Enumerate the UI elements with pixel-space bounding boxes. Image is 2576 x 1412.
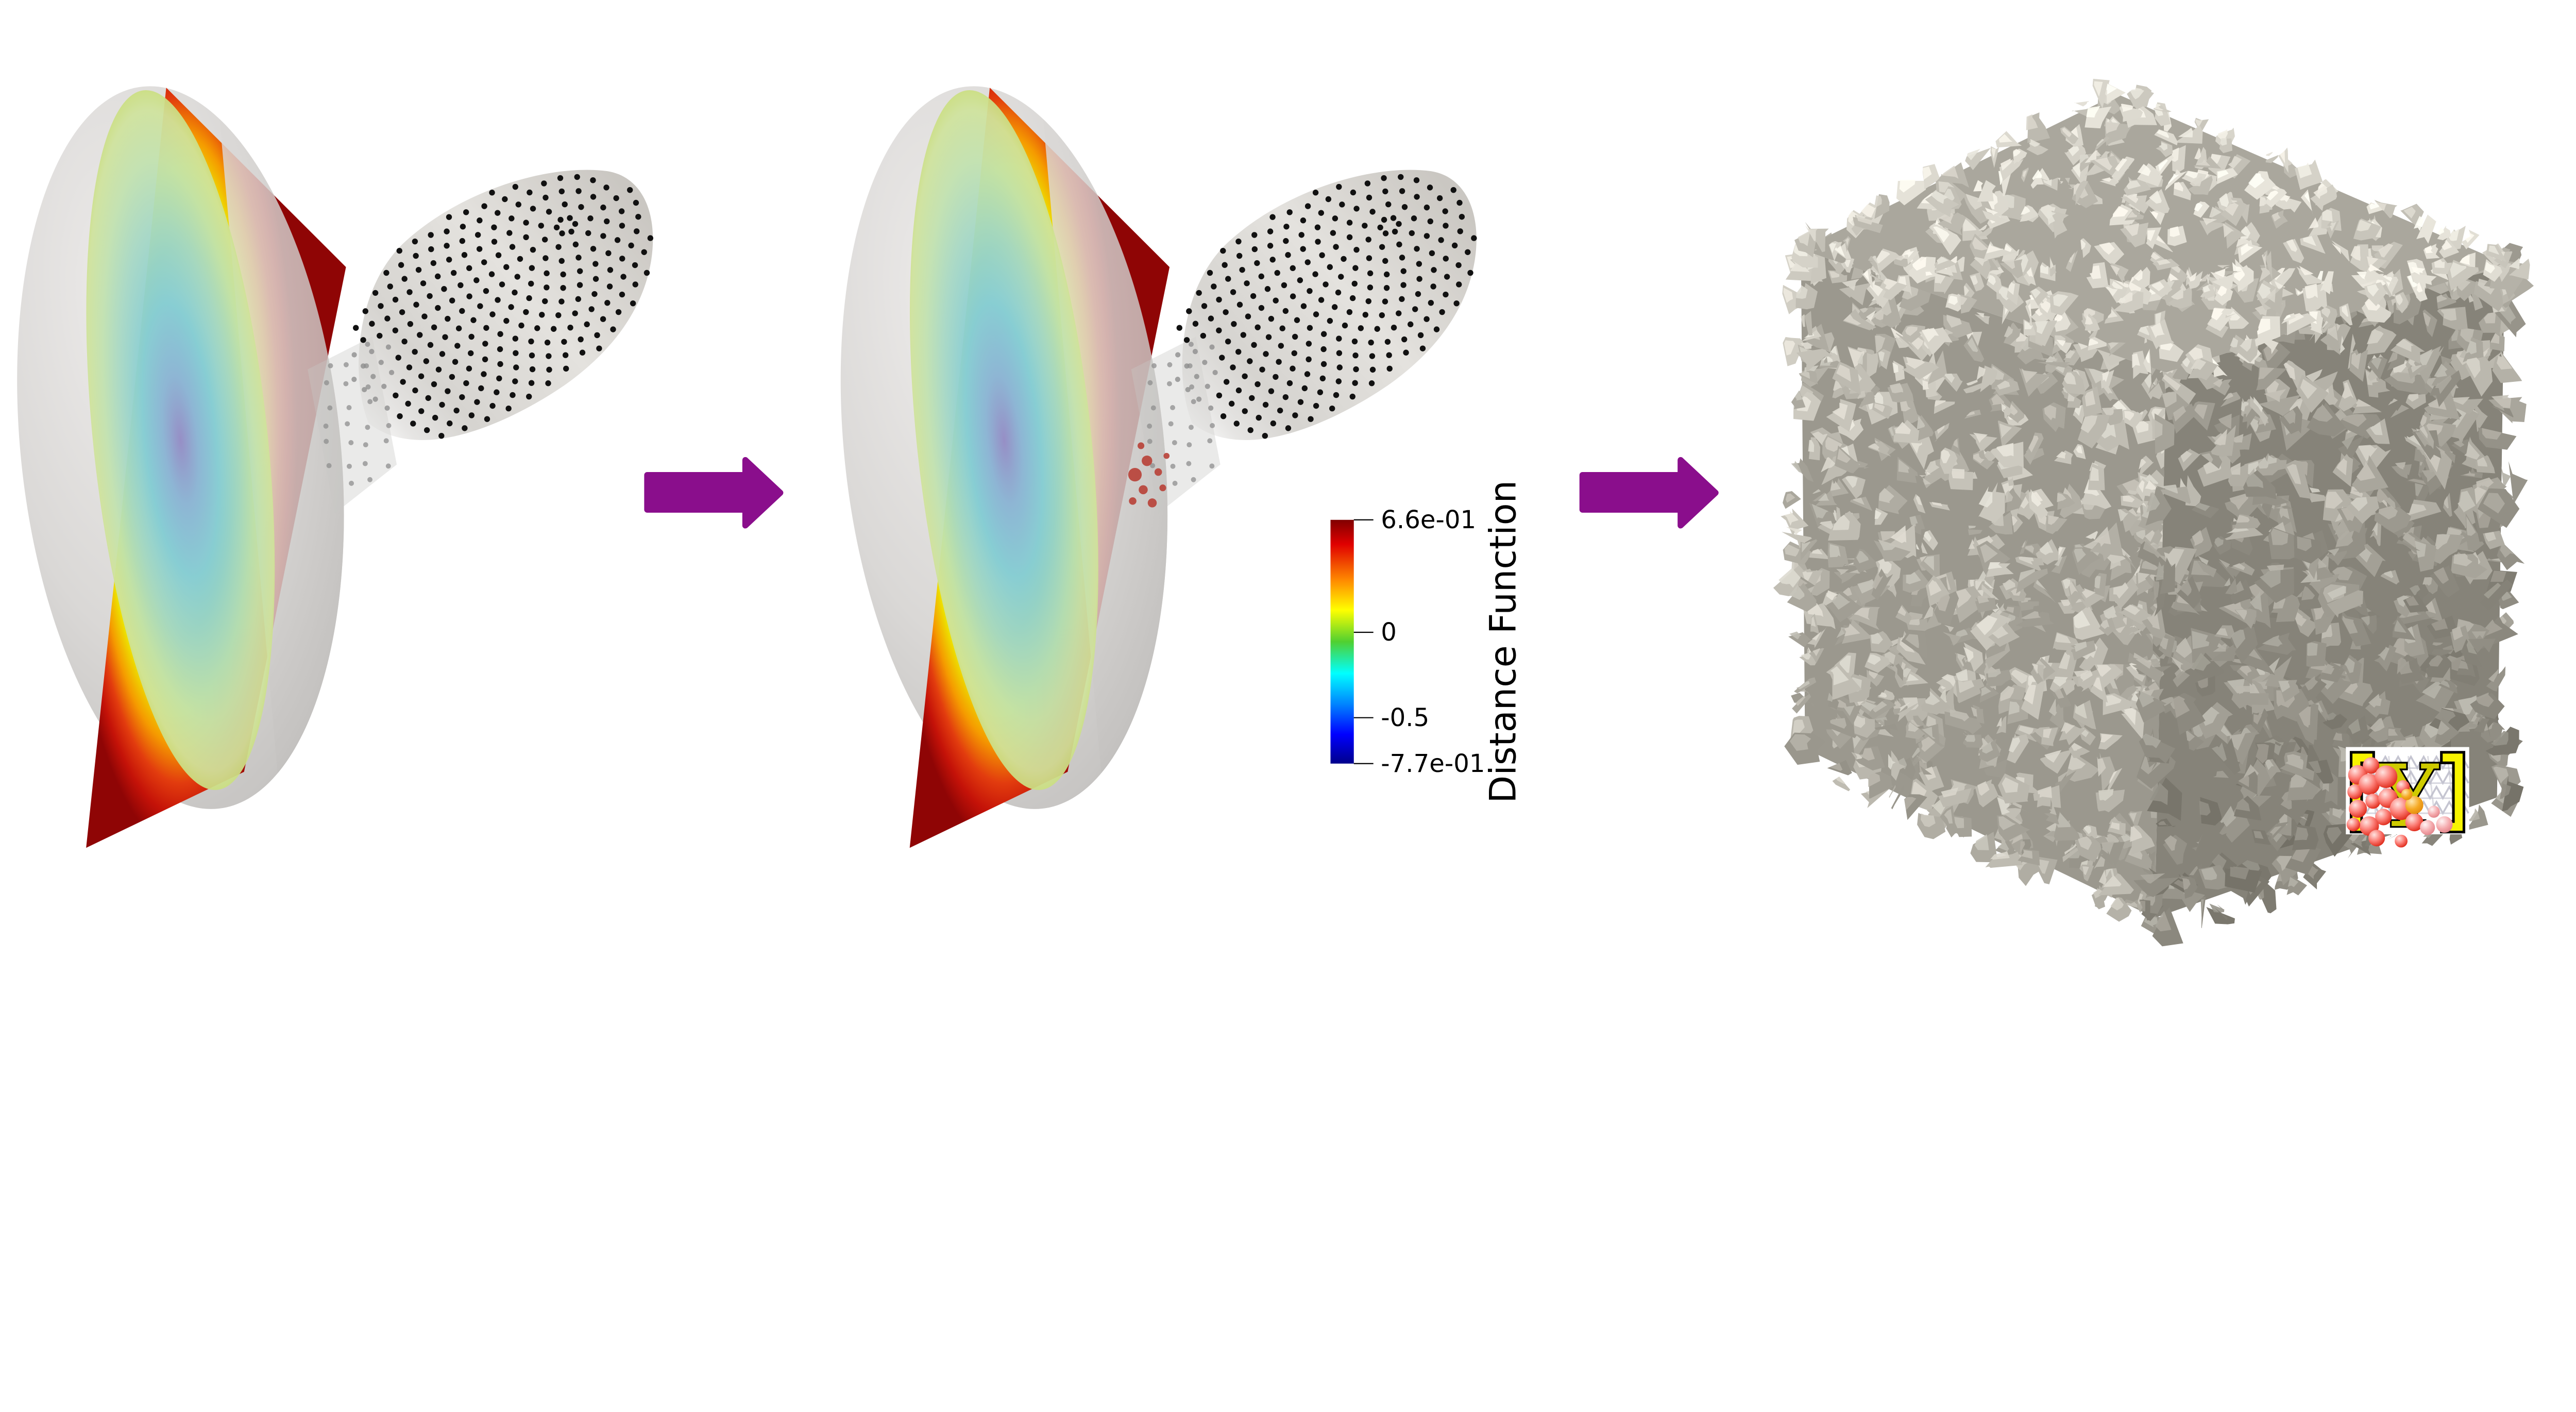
surface-sample-dots bbox=[1128, 174, 1477, 508]
colorbar-label-max: 6.6e-01 bbox=[1381, 506, 1476, 534]
software-logo: Y bbox=[2346, 745, 2469, 848]
colorbar-label-mid: -0.5 bbox=[1381, 703, 1429, 732]
colorbar-label-min: -7.7e-01 bbox=[1381, 749, 1485, 778]
surface-sample-dots bbox=[323, 174, 654, 486]
colorbar-gradient-bar bbox=[1330, 519, 1354, 764]
logo-spheres-icon bbox=[2346, 757, 2453, 848]
colorbar-label-zero: 0 bbox=[1381, 618, 1397, 647]
figure-canvas: 6.6e-01 0 -0.5 -7.7e-01 Distance Functio… bbox=[0, 70, 2534, 947]
colorbar: 6.6e-01 0 -0.5 -7.7e-01 Distance Functio… bbox=[1330, 480, 1524, 803]
panel-overlap-detection bbox=[807, 70, 1477, 848]
panel-granular-cube bbox=[1773, 78, 2534, 947]
figure-root: 6.6e-01 0 -0.5 -7.7e-01 Distance Functio… bbox=[0, 70, 2534, 947]
colorbar-title: Distance Function bbox=[1482, 480, 1524, 803]
panel-ellipsoid-sampling bbox=[0, 70, 654, 848]
